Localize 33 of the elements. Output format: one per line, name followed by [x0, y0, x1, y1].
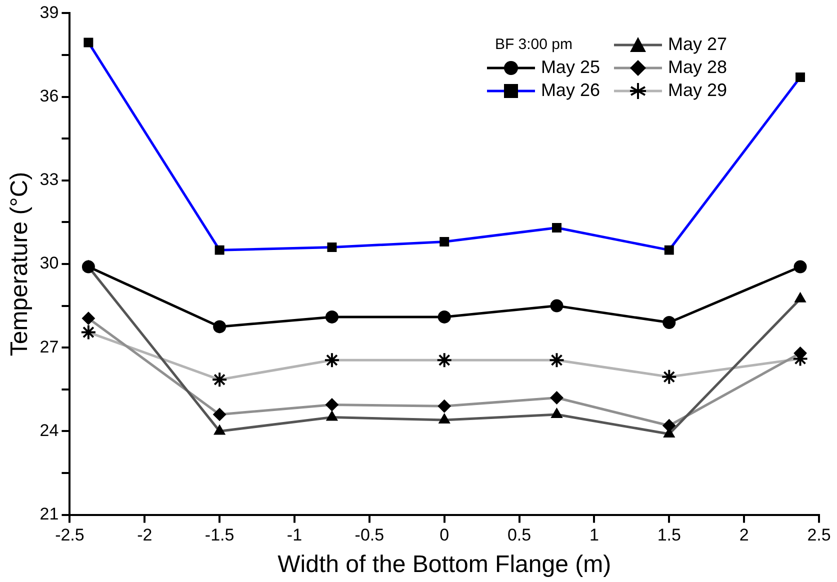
x-tick-label: 1: [589, 526, 599, 545]
x-tick-label: -2: [137, 526, 152, 545]
x-tick-label: -1.5: [204, 526, 234, 545]
y-tick-label: 39: [40, 2, 59, 22]
point: [794, 260, 807, 274]
y-tick-label: 27: [40, 337, 59, 356]
y-tick-label: 36: [40, 86, 59, 106]
x-tick-label: 1.5: [657, 526, 681, 545]
point: [82, 260, 95, 274]
legend-label: May 27: [668, 34, 727, 55]
point: [662, 316, 676, 330]
x-axis-title: Width of the Bottom Flange (m): [278, 551, 612, 578]
y-tick-label: 33: [40, 170, 59, 190]
point: [325, 310, 338, 324]
x-tick-label: 2: [739, 526, 749, 545]
y-axis-title: Temperature (°C): [6, 172, 34, 356]
x-tick-label: 0.5: [507, 526, 532, 545]
legend-title: BF 3:00 pm: [494, 36, 574, 53]
y-tick-label: 24: [40, 420, 59, 440]
y-tick-label: 30: [40, 254, 59, 273]
point: [438, 310, 451, 324]
legend-label: May 25: [540, 57, 600, 78]
point: [550, 299, 564, 312]
x-tick-label: 2.5: [807, 526, 831, 545]
x-tick-label: -1: [286, 526, 302, 545]
legend-label: May 26: [540, 80, 600, 101]
x-tick-label: -0.5: [354, 526, 384, 545]
point: [213, 320, 226, 334]
legend-label: May 29: [668, 80, 727, 101]
legend-label: May 28: [668, 57, 727, 78]
x-tick-label: -2.5: [55, 526, 84, 545]
x-tick-label: 0: [440, 526, 450, 545]
y-tick-label: 21: [40, 504, 59, 524]
